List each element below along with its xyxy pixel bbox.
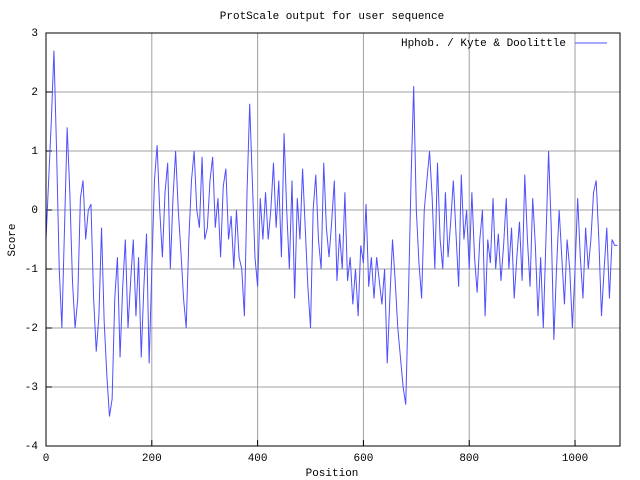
x-tick-label: 1000 bbox=[562, 453, 588, 465]
y-tick-label: 1 bbox=[31, 146, 38, 158]
x-axis-label: Position bbox=[306, 468, 359, 480]
x-tick-label: 600 bbox=[354, 453, 374, 465]
x-tick-label: 200 bbox=[142, 453, 162, 465]
y-tick-label: -1 bbox=[25, 264, 39, 276]
y-tick-label: -2 bbox=[25, 323, 38, 335]
y-tick-label: 2 bbox=[31, 87, 38, 99]
y-tick-label: -4 bbox=[25, 441, 39, 453]
y-tick-label: -3 bbox=[25, 382, 38, 394]
y-tick-label: 3 bbox=[31, 28, 38, 40]
y-tick-label: 0 bbox=[31, 205, 38, 217]
plot-border bbox=[45, 32, 621, 447]
data-line bbox=[45, 50, 618, 417]
x-tick-label: 400 bbox=[248, 453, 268, 465]
y-axis-label: Score bbox=[7, 223, 19, 256]
x-tick-label: 0 bbox=[43, 453, 50, 465]
x-tick-label: 800 bbox=[459, 453, 479, 465]
chart-title: ProtScale output for user sequence bbox=[220, 11, 444, 23]
legend-label: Hphob. / Kyte & Doolittle bbox=[401, 38, 566, 50]
